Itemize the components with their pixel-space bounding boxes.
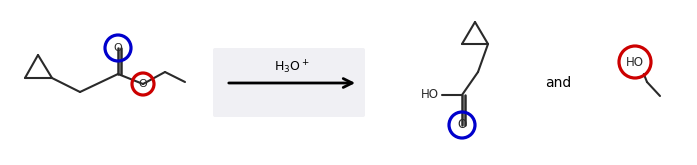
Text: O: O bbox=[114, 43, 123, 53]
Text: $\mathregular{H_3O^+}$: $\mathregular{H_3O^+}$ bbox=[274, 59, 309, 76]
Text: HO: HO bbox=[421, 88, 439, 101]
Text: O: O bbox=[457, 118, 466, 132]
Text: HO: HO bbox=[626, 55, 644, 68]
FancyBboxPatch shape bbox=[213, 48, 365, 117]
Text: and: and bbox=[545, 76, 571, 90]
Text: O: O bbox=[139, 79, 147, 89]
